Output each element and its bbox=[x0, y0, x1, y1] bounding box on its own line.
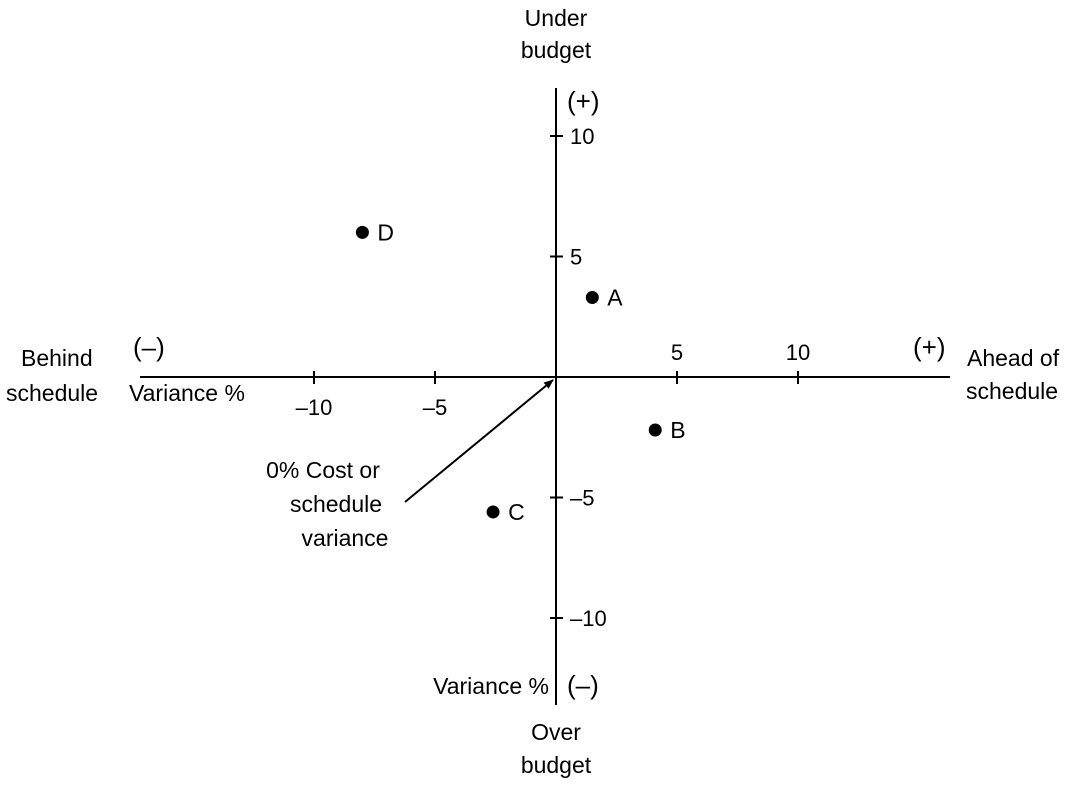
annotation-line1: 0% Cost or bbox=[266, 457, 380, 483]
x-left-label-line1: Behind bbox=[21, 345, 93, 371]
point-label-c: C bbox=[508, 499, 525, 525]
x-variance-label: Variance % bbox=[129, 380, 245, 406]
annotation-line3: variance bbox=[302, 525, 389, 551]
x-tick-label: –5 bbox=[423, 395, 447, 420]
y-bottom-label-line2: budget bbox=[521, 752, 592, 778]
y-tick-label: 10 bbox=[570, 124, 594, 149]
x-negative-sign: (–) bbox=[133, 332, 165, 362]
x-tick-label: 10 bbox=[786, 340, 810, 365]
data-points: A B C D bbox=[355, 219, 686, 525]
x-axis-ticks: –10 –5 5 10 bbox=[296, 340, 811, 420]
y-top-label-line2: budget bbox=[521, 37, 592, 63]
y-bottom-variance-label: Variance % bbox=[433, 673, 549, 699]
y-tick-label: –5 bbox=[570, 486, 594, 511]
annotation-arrow bbox=[404, 379, 554, 503]
point-d bbox=[355, 225, 369, 239]
point-label-b: B bbox=[670, 417, 685, 443]
x-positive-sign: (+) bbox=[913, 332, 946, 362]
x-tick-label: 5 bbox=[671, 340, 683, 365]
point-a bbox=[585, 290, 599, 304]
y-tick-label: 5 bbox=[570, 245, 582, 270]
x-tick-label: –10 bbox=[296, 395, 333, 420]
annotation-line2: schedule bbox=[290, 491, 382, 517]
point-c bbox=[486, 505, 500, 519]
point-label-d: D bbox=[377, 219, 394, 245]
x-left-label-line2: schedule bbox=[6, 380, 98, 406]
y-negative-sign: (–) bbox=[567, 670, 599, 700]
y-top-label-line1: Under bbox=[525, 5, 588, 31]
x-right-label-line1: Ahead of bbox=[967, 345, 1060, 371]
point-b bbox=[648, 423, 662, 437]
y-tick-label: –10 bbox=[570, 606, 607, 631]
point-label-a: A bbox=[607, 284, 623, 310]
y-axis-ticks: 10 5 –5 –10 bbox=[550, 124, 607, 631]
y-positive-sign: (+) bbox=[567, 86, 600, 116]
y-bottom-label-line1: Over bbox=[531, 719, 581, 745]
x-right-label-line2: schedule bbox=[966, 378, 1058, 404]
